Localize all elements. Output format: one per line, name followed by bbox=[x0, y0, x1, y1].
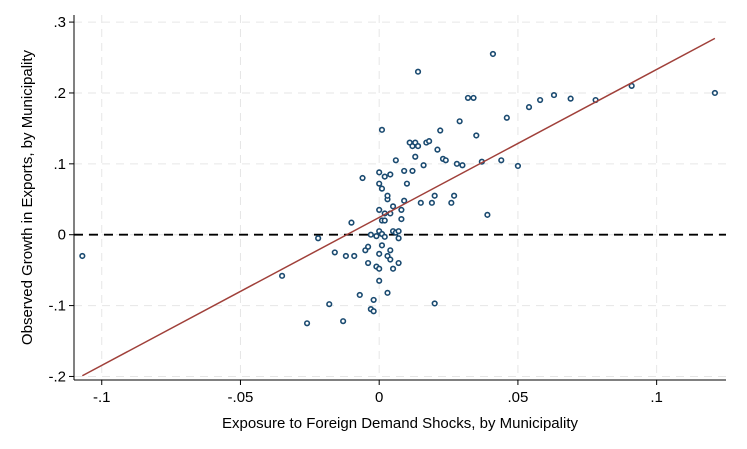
y-tick-label: .1 bbox=[53, 156, 66, 173]
scatter-point bbox=[389, 203, 397, 210]
scatter-point bbox=[442, 157, 449, 164]
scatter-point bbox=[370, 296, 377, 304]
scatter-point bbox=[367, 231, 374, 238]
scatter-point bbox=[389, 265, 397, 272]
scatter-point bbox=[420, 162, 427, 169]
scatter-point bbox=[473, 132, 480, 139]
scatter-point bbox=[498, 157, 505, 164]
y-tick-label: 0 bbox=[58, 227, 66, 244]
scatter-point bbox=[503, 114, 510, 121]
scatter-point bbox=[376, 250, 383, 257]
scatter-point bbox=[348, 219, 355, 226]
scatter-point bbox=[414, 143, 422, 150]
scatter-point bbox=[398, 206, 405, 214]
scatter-point bbox=[378, 126, 386, 133]
scatter-point bbox=[342, 252, 349, 260]
x-tick-label: .05 bbox=[507, 389, 528, 406]
scatter-point bbox=[378, 242, 386, 249]
scatter-point bbox=[303, 320, 311, 327]
scatter-point bbox=[384, 192, 391, 199]
scatter-point bbox=[409, 167, 416, 175]
scatter-point bbox=[453, 160, 460, 167]
scatter-point bbox=[401, 167, 408, 175]
scatter-point bbox=[376, 180, 383, 187]
scatter-point bbox=[387, 171, 394, 178]
scatter-point bbox=[434, 146, 441, 153]
y-tick-label: -.1 bbox=[48, 298, 66, 315]
scatter-point bbox=[381, 233, 388, 240]
scatter-point bbox=[392, 157, 399, 164]
scatter-point bbox=[567, 95, 574, 102]
scatter-point bbox=[412, 153, 419, 160]
scatter-point bbox=[470, 94, 477, 102]
scatter-point bbox=[373, 233, 380, 240]
fit-line bbox=[81, 37, 716, 377]
scatter-point bbox=[484, 211, 491, 218]
scatter-point bbox=[331, 249, 338, 256]
scatter-point bbox=[364, 243, 372, 250]
scatter-point bbox=[537, 96, 544, 104]
scatter-point bbox=[437, 127, 444, 134]
scatter-point bbox=[459, 162, 466, 169]
y-tick-label: .2 bbox=[53, 85, 66, 102]
scatter-point bbox=[414, 68, 422, 75]
scatter-point bbox=[456, 118, 463, 125]
scatter-point bbox=[417, 199, 424, 206]
scatter-point bbox=[426, 138, 433, 145]
scatter-point bbox=[711, 89, 719, 97]
grid-layer bbox=[74, 15, 726, 380]
scatter-point bbox=[370, 308, 377, 315]
scatter-point bbox=[403, 180, 411, 187]
scatter-point bbox=[401, 197, 408, 204]
scatter-point bbox=[514, 162, 522, 170]
y-tick-label: -.2 bbox=[48, 368, 66, 385]
y-axis-title: Observed Growth in Exports, by Municipal… bbox=[19, 49, 36, 345]
scatter-point bbox=[395, 259, 402, 267]
scatter-point bbox=[431, 300, 438, 307]
scatter-point bbox=[387, 256, 394, 263]
scatter-point bbox=[278, 272, 286, 279]
scatter-point bbox=[376, 206, 383, 214]
scatter-point bbox=[376, 169, 383, 176]
scatter-point bbox=[315, 235, 322, 242]
scatter-point bbox=[395, 228, 402, 235]
scatter-point bbox=[378, 185, 386, 192]
scatter-point bbox=[356, 291, 363, 299]
scatter-point bbox=[398, 216, 405, 223]
scatter-point bbox=[381, 173, 388, 180]
scatter-point bbox=[381, 217, 388, 224]
scatter-point bbox=[464, 94, 472, 102]
scatter-point bbox=[340, 318, 347, 325]
scatter-point bbox=[525, 104, 533, 111]
axis-layer: -.2 -.1 0 .1 .2 .3 -.1 -.05 0 .05 .1 bbox=[48, 14, 726, 406]
scatter-point bbox=[489, 50, 497, 58]
x-tick-label: 0 bbox=[375, 389, 383, 406]
scatter-point bbox=[384, 289, 391, 296]
scatter-point bbox=[428, 199, 436, 206]
fit-line-layer bbox=[81, 37, 716, 377]
scatter-point bbox=[451, 192, 458, 199]
scatter-point bbox=[376, 265, 383, 272]
x-tick-label: -.05 bbox=[228, 389, 254, 406]
scatter-point bbox=[550, 91, 558, 99]
scatter-point bbox=[359, 174, 366, 182]
scatter-point bbox=[448, 199, 455, 206]
x-tick-label: -.1 bbox=[93, 389, 111, 406]
scatter-point bbox=[326, 301, 333, 308]
x-axis-title: Exposure to Foreign Demand Shocks, by Mu… bbox=[222, 415, 579, 432]
y-tick-label: .3 bbox=[53, 14, 66, 31]
scatter-point bbox=[431, 192, 438, 199]
scatter-point bbox=[79, 252, 86, 260]
x-tick-label: .1 bbox=[650, 389, 663, 406]
scatter-point bbox=[395, 235, 402, 242]
scatter-point bbox=[387, 247, 394, 254]
scatter-point bbox=[351, 252, 358, 260]
scatter-point bbox=[376, 277, 383, 284]
scatter-point bbox=[364, 259, 372, 267]
